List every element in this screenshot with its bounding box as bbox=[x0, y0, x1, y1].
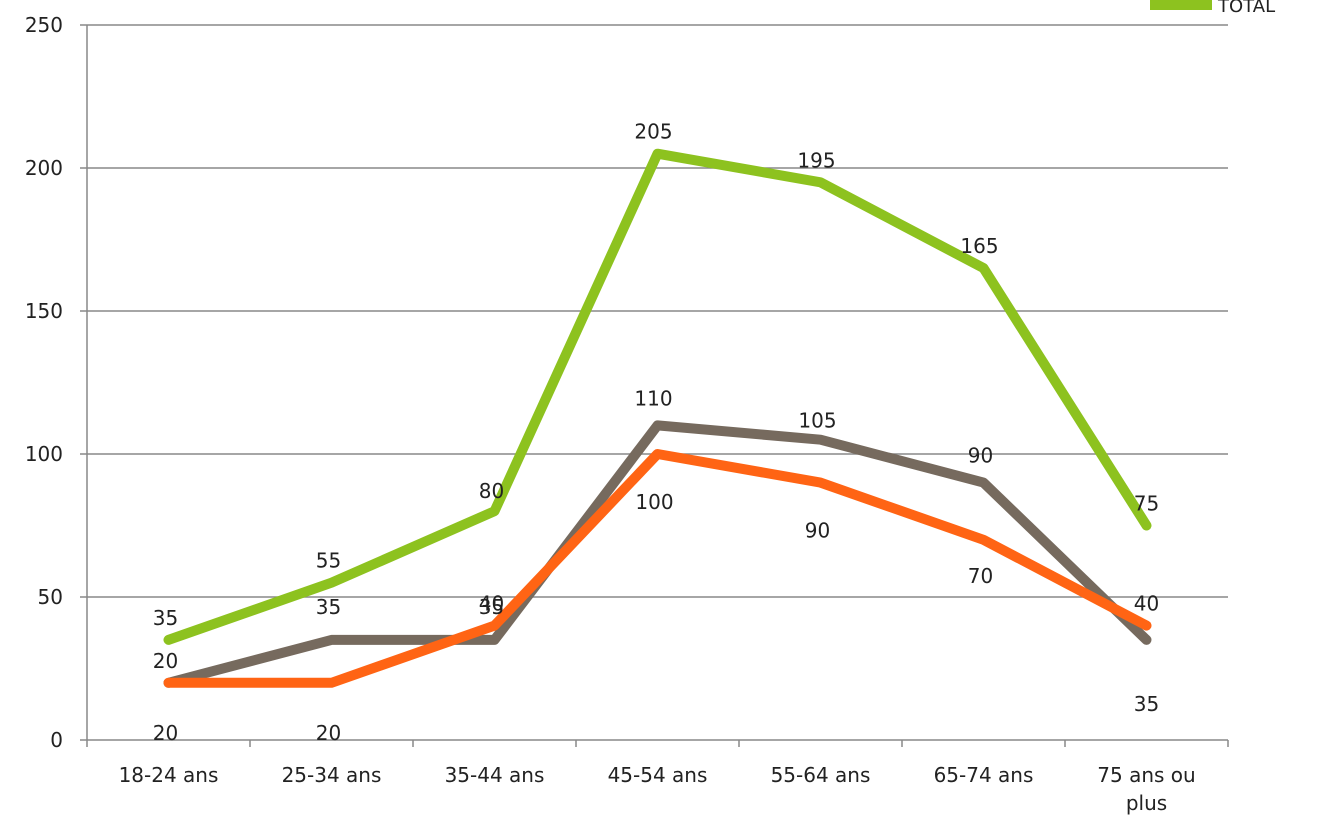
y-tick-label: 50 bbox=[38, 585, 63, 609]
data-label-series-2: 35 bbox=[1134, 692, 1159, 716]
data-labels: 35 55 80 205 195 165 75 20 35 35 110 105 90 35 20 20 40 1… bbox=[153, 120, 1159, 745]
data-label-series-2: 35 bbox=[479, 595, 504, 619]
data-label-series-1: 205 bbox=[634, 120, 672, 144]
y-tick-label: 200 bbox=[25, 156, 63, 180]
data-label-series-3: 70 bbox=[968, 564, 993, 588]
legend-swatch bbox=[1150, 0, 1212, 10]
series-line-1 bbox=[163, 148, 1152, 645]
y-tick-label: 150 bbox=[25, 299, 63, 323]
x-tick-label: 25-34 ans bbox=[282, 763, 382, 787]
data-label-series-3: 20 bbox=[153, 721, 178, 745]
data-label-series-3: 40 bbox=[1134, 592, 1159, 616]
data-label-series-2: 35 bbox=[316, 595, 341, 619]
x-tick-label: 45-54 ans bbox=[608, 763, 708, 787]
data-label-series-2: 20 bbox=[153, 649, 178, 673]
data-label-series-2: 110 bbox=[634, 386, 672, 410]
legend-label: TOTAL bbox=[1217, 0, 1275, 17]
legend: TOTAL bbox=[1150, 0, 1275, 17]
series-line-2 bbox=[163, 420, 1152, 688]
x-tick-label: 55-64 ans bbox=[771, 763, 871, 787]
axes bbox=[80, 24, 1229, 747]
data-label-series-1: 165 bbox=[960, 234, 998, 258]
x-tick-label: 18-24 ans bbox=[119, 763, 219, 787]
data-label-series-1: 195 bbox=[797, 148, 835, 172]
data-label-series-3: 40 bbox=[479, 592, 504, 616]
data-label-series-1: 80 bbox=[479, 479, 504, 503]
y-tick-label: 250 bbox=[25, 13, 63, 37]
x-tick-label: 75 ans ou plus bbox=[1097, 763, 1195, 815]
data-label-series-3: 90 bbox=[805, 519, 830, 543]
data-label-series-2: 105 bbox=[798, 409, 836, 433]
y-tick-label: 100 bbox=[25, 442, 63, 466]
gridlines bbox=[87, 24, 1228, 598]
series-lines bbox=[163, 148, 1152, 688]
data-label-series-1: 55 bbox=[316, 549, 341, 573]
x-tick-label: 65-74 ans bbox=[934, 763, 1034, 787]
data-label-series-3: 100 bbox=[635, 490, 673, 514]
y-tick-label: 0 bbox=[50, 728, 63, 752]
y-axis-tick-labels: 0 50 100 150 200 250 bbox=[25, 13, 63, 752]
x-axis-tick-labels: 18-24 ans 25-34 ans 35-44 ans 45-54 ans 55-6… bbox=[119, 763, 1196, 815]
data-label-series-1: 35 bbox=[153, 606, 178, 630]
data-label-series-1: 75 bbox=[1134, 492, 1159, 516]
x-tick-label: 35-44 ans bbox=[445, 763, 545, 787]
data-label-series-3: 20 bbox=[316, 721, 341, 745]
series-line-3 bbox=[163, 449, 1152, 688]
data-label-series-2: 90 bbox=[968, 444, 993, 468]
